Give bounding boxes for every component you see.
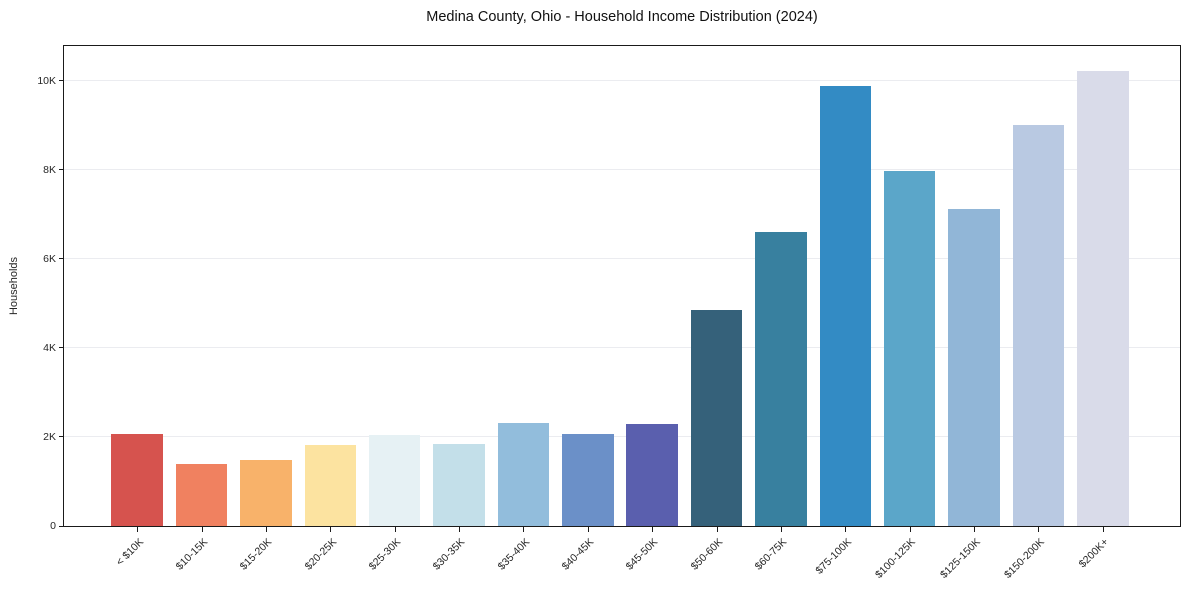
x-tick-mark (459, 527, 461, 532)
bar (948, 208, 1000, 526)
x-tick-mark (780, 527, 782, 532)
x-tick-label: $60-75K (752, 536, 790, 573)
bar (433, 444, 485, 526)
bar (562, 433, 614, 526)
x-tick-label: $25-30K (366, 536, 404, 573)
x-tick-mark (265, 527, 267, 532)
y-tick-mark (59, 347, 63, 349)
y-tick-label: 10K (37, 74, 56, 87)
x-tick-mark (394, 527, 396, 532)
bar (240, 460, 292, 526)
gridline (64, 435, 1180, 437)
x-tick-label: $100-125K (873, 536, 919, 581)
bar (175, 464, 228, 526)
bar (497, 422, 550, 526)
gridline (64, 257, 1180, 259)
x-tick-label: $200K+ (1077, 536, 1112, 571)
y-tick-mark (59, 525, 63, 527)
bar (111, 434, 163, 526)
bar (368, 434, 421, 526)
plot-area (63, 45, 1181, 527)
y-tick-label: 4K (43, 341, 56, 354)
y-tick-label: 0 (50, 520, 56, 532)
chart-title: Medina County, Ohio - Household Income D… (426, 9, 818, 25)
x-tick-label: $10-15K (173, 536, 211, 573)
x-tick-mark (1102, 527, 1104, 532)
bar (883, 170, 936, 526)
x-tick-mark (909, 527, 911, 532)
x-tick-mark (652, 527, 654, 532)
x-tick-mark (137, 527, 139, 532)
x-tick-label: $125-150K (937, 536, 983, 581)
bar (690, 309, 743, 526)
x-tick-label: $75-100K (813, 536, 854, 577)
x-tick-label: $35-40K (495, 536, 532, 573)
y-tick-label: 8K (43, 163, 56, 176)
y-axis-tick-labels: 0 2K 4K 6K 8K 10K (0, 45, 56, 532)
x-tick-mark (201, 527, 203, 532)
y-tick-mark (59, 169, 63, 171)
x-axis-tick-labels: < $10K $10-15K $15-20K $20-25K $25-30K $30-35… (63, 527, 1181, 587)
x-tick-mark (330, 527, 332, 532)
x-tick-mark (587, 527, 589, 532)
bar (1012, 125, 1065, 526)
x-tick-label: $20-25K (302, 536, 339, 573)
x-axis-tick-marks (63, 527, 1181, 533)
x-tick-label: < $10K (113, 536, 146, 569)
bar (819, 86, 872, 526)
y-axis-tick-marks (59, 45, 63, 527)
bar (626, 423, 678, 526)
y-tick-mark (59, 258, 63, 260)
x-tick-mark (845, 527, 847, 532)
x-tick-label: $30-35K (430, 536, 468, 573)
x-tick-label: $40-45K (559, 536, 597, 573)
gridline (64, 346, 1180, 348)
y-tick-mark (59, 436, 63, 438)
x-tick-label: $15-20K (237, 536, 275, 573)
x-tick-mark (974, 527, 976, 532)
x-tick-mark (716, 527, 718, 532)
x-tick-label: $45-50K (624, 536, 661, 573)
bar (755, 231, 807, 526)
x-tick-label: $50-60K (688, 536, 726, 573)
y-tick-label: 6K (43, 252, 56, 265)
y-tick-label: 2K (43, 430, 56, 443)
bar (1077, 70, 1129, 526)
x-tick-mark (1038, 527, 1040, 532)
gridline (64, 168, 1180, 170)
gridline (64, 79, 1180, 81)
y-tick-mark (59, 80, 63, 82)
x-tick-label: $150-200K (1002, 536, 1047, 581)
x-tick-mark (523, 527, 525, 532)
bar (304, 444, 357, 526)
